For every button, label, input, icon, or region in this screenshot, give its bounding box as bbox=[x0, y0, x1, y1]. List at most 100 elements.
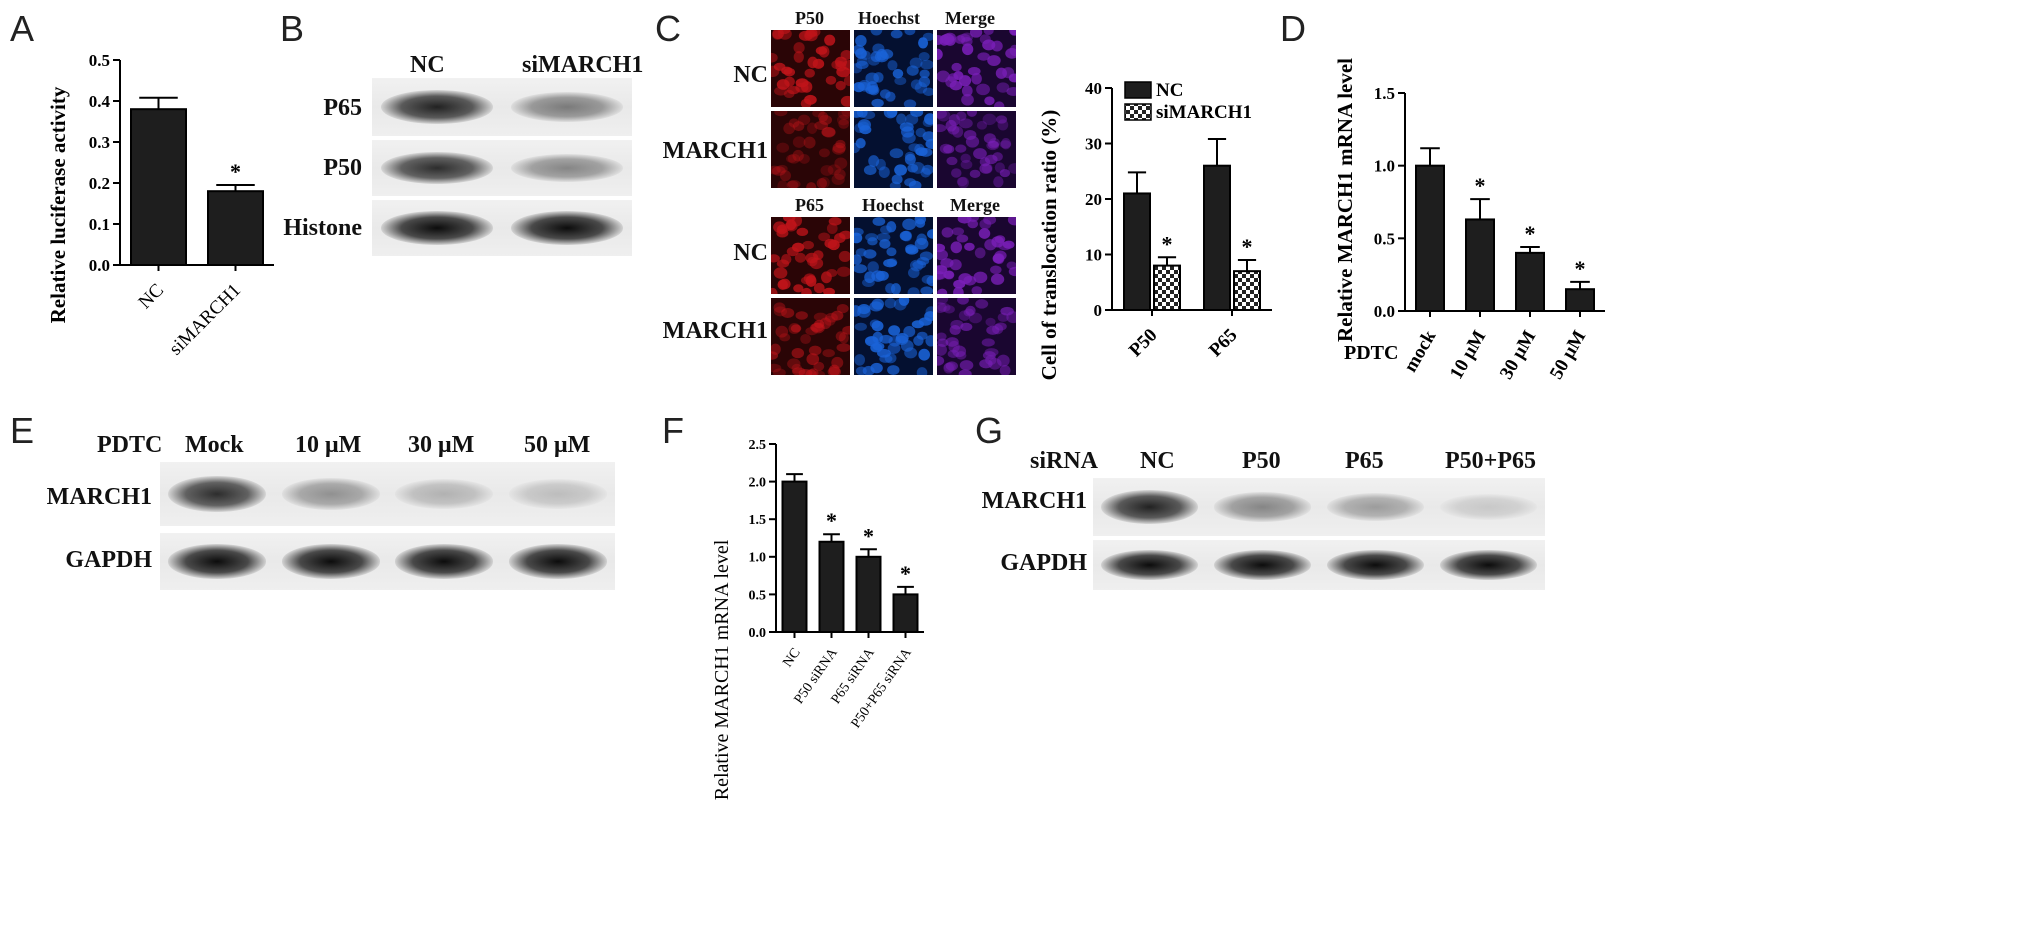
cell-nucleus bbox=[920, 286, 933, 294]
cell-nucleus bbox=[843, 75, 850, 87]
cell-nucleus bbox=[771, 254, 780, 263]
cell-nucleus bbox=[951, 227, 965, 236]
x-tick-label: 30 μM bbox=[1496, 327, 1540, 380]
y-tick-label: 2.5 bbox=[749, 440, 767, 453]
micrograph-cells bbox=[771, 111, 850, 188]
cell-nucleus bbox=[903, 99, 917, 107]
cell-nucleus bbox=[885, 91, 896, 102]
cell-nucleus bbox=[965, 305, 976, 316]
cell-nucleus bbox=[856, 111, 868, 118]
cell-nucleus bbox=[771, 351, 779, 360]
cell-nucleus bbox=[860, 50, 871, 60]
bar bbox=[1203, 164, 1231, 311]
cell-nucleus bbox=[854, 63, 863, 74]
cell-nucleus bbox=[915, 218, 926, 228]
cell-nucleus bbox=[968, 312, 983, 324]
cell-nucleus bbox=[824, 34, 836, 46]
cell-nucleus bbox=[958, 369, 972, 375]
cell-nucleus bbox=[837, 111, 850, 120]
micrograph-tile bbox=[854, 217, 933, 294]
cell-nucleus bbox=[983, 30, 994, 35]
cell-nucleus bbox=[813, 282, 825, 294]
cell-nucleus bbox=[836, 343, 850, 352]
cell-nucleus bbox=[913, 335, 924, 346]
cell-nucleus bbox=[945, 119, 957, 132]
cell-nucleus bbox=[771, 165, 781, 175]
bar bbox=[855, 555, 882, 633]
y-tick-label: 0.3 bbox=[89, 133, 110, 152]
cell-nucleus bbox=[854, 142, 860, 154]
cell-nucleus bbox=[825, 75, 837, 85]
cell-nucleus bbox=[779, 170, 792, 182]
blot-band bbox=[511, 211, 623, 245]
cell-nucleus bbox=[943, 34, 957, 46]
cell-nucleus bbox=[918, 52, 930, 62]
cell-nucleus bbox=[776, 164, 788, 173]
micrograph-cells bbox=[937, 111, 1016, 188]
bar bbox=[892, 593, 919, 633]
blot-band bbox=[509, 544, 608, 579]
cell-nucleus bbox=[854, 354, 866, 366]
blot-band bbox=[1439, 494, 1538, 520]
micro-c-col-merge-top: Merge bbox=[945, 8, 995, 28]
cell-nucleus bbox=[814, 319, 825, 329]
cell-nucleus bbox=[818, 111, 829, 122]
panel-letter-f: F bbox=[662, 410, 684, 451]
cell-nucleus bbox=[939, 143, 953, 154]
cell-nucleus bbox=[873, 72, 884, 83]
y-tick-label: 1.5 bbox=[749, 513, 767, 528]
y-tick-label: 20 bbox=[1085, 190, 1102, 209]
cell-nucleus bbox=[818, 232, 831, 242]
micrograph-cells bbox=[937, 217, 1016, 294]
cell-nucleus bbox=[862, 365, 875, 375]
cell-nucleus bbox=[973, 271, 988, 284]
cell-nucleus bbox=[871, 98, 884, 107]
micro-c-row-nc-bottom: NC bbox=[733, 240, 768, 266]
cell-nucleus bbox=[803, 136, 816, 149]
blot-band bbox=[381, 151, 493, 185]
cell-nucleus bbox=[774, 111, 788, 117]
cell-nucleus bbox=[907, 287, 920, 294]
blot-b-col-nc: NC bbox=[410, 52, 445, 78]
panel-letter-b: B bbox=[280, 8, 305, 49]
chart-d-plot: 0.0 0.5 1.0 1.5 mock * 10 μM * 30 μM * 50 μM bbox=[1374, 84, 1605, 380]
x-tick-label: P65 bbox=[1205, 325, 1241, 361]
cell-nucleus bbox=[978, 228, 991, 239]
cell-nucleus bbox=[1000, 306, 1014, 316]
cell-nucleus bbox=[925, 335, 933, 347]
cell-nucleus bbox=[855, 248, 867, 257]
significance-star: * bbox=[826, 508, 837, 533]
micrograph-cells bbox=[937, 30, 1016, 107]
micrograph-cells bbox=[771, 217, 850, 294]
cell-nucleus bbox=[924, 113, 933, 125]
chart-c-ylabel: Cell of translocation ratio (%) bbox=[1037, 110, 1061, 381]
cell-nucleus bbox=[984, 154, 998, 165]
cell-nucleus bbox=[894, 164, 907, 176]
cell-nucleus bbox=[997, 312, 1009, 322]
cell-nucleus bbox=[787, 358, 801, 370]
cell-nucleus bbox=[773, 267, 788, 279]
cell-nucleus bbox=[827, 366, 842, 375]
cell-nucleus bbox=[839, 230, 850, 240]
cell-nucleus bbox=[783, 122, 796, 135]
cell-nucleus bbox=[973, 148, 987, 160]
cell-nucleus bbox=[792, 149, 804, 162]
cell-nucleus bbox=[855, 60, 869, 70]
cell-nucleus bbox=[993, 176, 1004, 188]
cell-nucleus bbox=[1006, 87, 1016, 96]
cell-nucleus bbox=[793, 51, 804, 63]
cell-nucleus bbox=[835, 80, 846, 91]
y-tick-label: 0.1 bbox=[89, 215, 110, 234]
cell-nucleus bbox=[828, 364, 840, 375]
cell-nucleus bbox=[979, 359, 993, 369]
cell-nucleus bbox=[861, 111, 876, 120]
cell-nucleus bbox=[996, 354, 1010, 367]
cell-nucleus bbox=[988, 357, 1002, 370]
cell-nucleus bbox=[801, 287, 812, 294]
y-tick-label: 0.0 bbox=[89, 256, 110, 275]
cell-nucleus bbox=[908, 143, 921, 152]
blot-g-strip-gapdh bbox=[1093, 540, 1545, 590]
cell-nucleus bbox=[872, 217, 886, 226]
blot-band bbox=[395, 479, 494, 509]
cell-nucleus bbox=[808, 368, 819, 375]
